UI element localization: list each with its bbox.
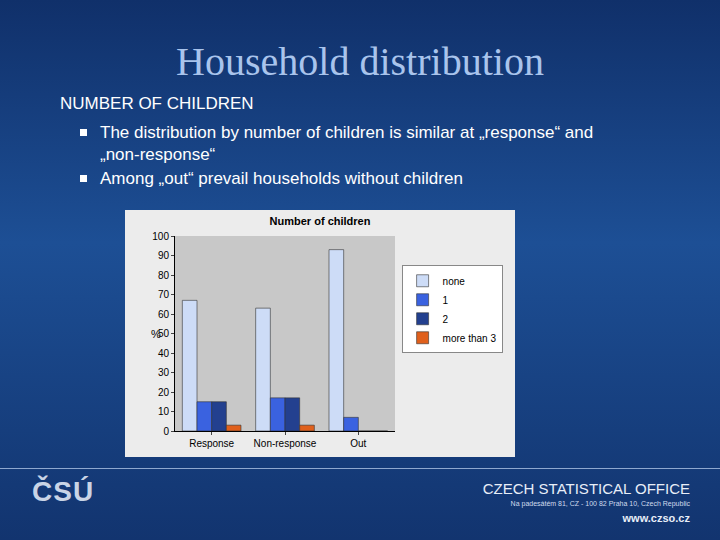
svg-text:0: 0	[163, 426, 169, 437]
svg-text:Number of children: Number of children	[270, 215, 371, 227]
html-text:www.czso.cz: www.czso.cz	[622, 512, 690, 524]
html-text:Na padesátém 81, CZ - 100 82 P: Na padesátém 81, CZ - 100 82 Praha 10, C…	[510, 500, 690, 507]
svg-text:50: 50	[158, 328, 170, 339]
svg-text:100: 100	[152, 231, 169, 242]
svg-text:70: 70	[158, 289, 170, 300]
html-text:Household distribution: Household distribution	[176, 39, 544, 84]
html-text:ČSÚ: ČSÚ	[32, 476, 95, 507]
svg-text:20: 20	[158, 387, 170, 398]
svg-text:90: 90	[158, 250, 170, 261]
html-text:Among „out“ prevail households: Among „out“ prevail households without c…	[100, 169, 463, 188]
svg-text:80: 80	[158, 270, 170, 281]
html-text:NUMBER OF CHILDREN: NUMBER OF CHILDREN	[60, 94, 254, 113]
html-text:CZECH STATISTICAL OFFICE: CZECH STATISTICAL OFFICE	[482, 480, 690, 497]
svg-text:2: 2	[443, 314, 449, 325]
svg-text:none: none	[443, 276, 466, 287]
svg-text:40: 40	[158, 348, 170, 359]
svg-text:Non-response: Non-response	[254, 438, 317, 449]
svg-text:1: 1	[443, 295, 449, 306]
svg-text:Out: Out	[350, 438, 366, 449]
svg-text:Response: Response	[189, 438, 234, 449]
svg-text:10: 10	[158, 406, 170, 417]
html-text:The distribution by number of: The distribution by number of children i…	[100, 123, 594, 164]
svg-text:60: 60	[158, 309, 170, 320]
svg-text:more than 3: more than 3	[443, 333, 497, 344]
svg-text:%: %	[151, 328, 161, 340]
svg-text:30: 30	[158, 367, 170, 378]
